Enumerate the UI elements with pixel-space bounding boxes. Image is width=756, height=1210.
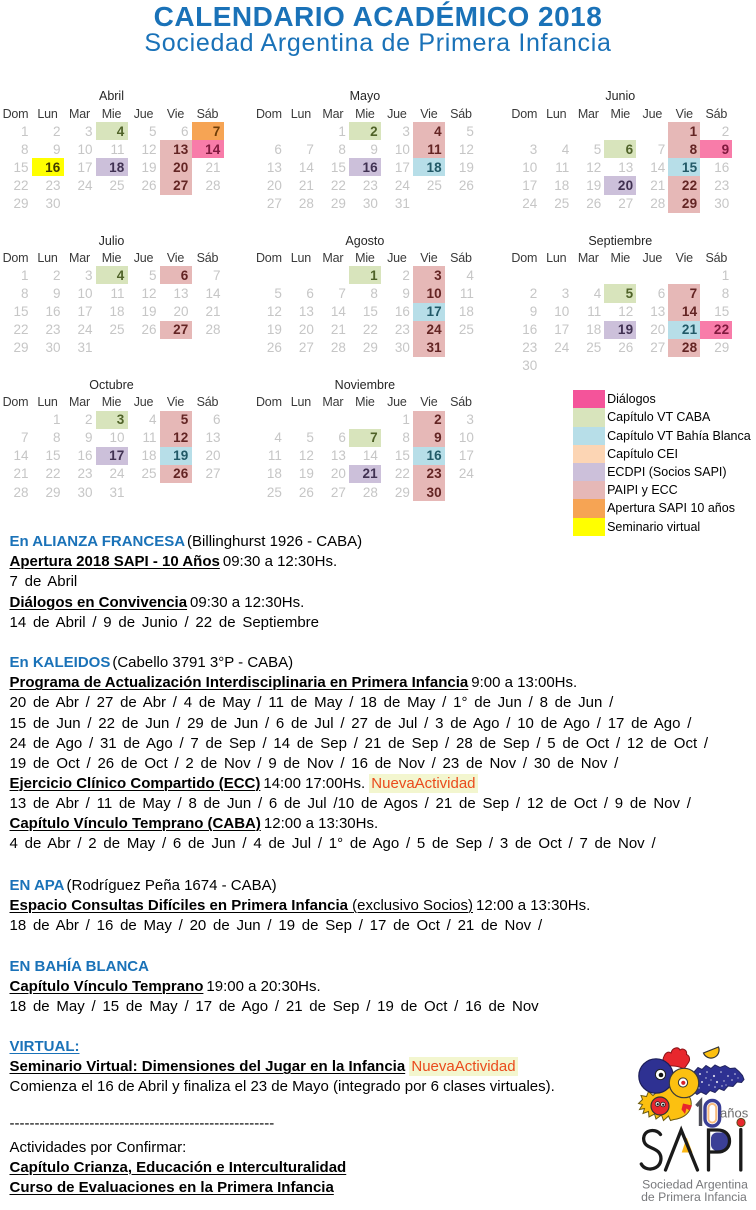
svg-text:Sociedad Argentina: Sociedad Argentina: [642, 1177, 748, 1191]
svg-text:años: años: [720, 1106, 749, 1121]
svg-text:de Primera Infancia: de Primera Infancia: [641, 1190, 747, 1204]
